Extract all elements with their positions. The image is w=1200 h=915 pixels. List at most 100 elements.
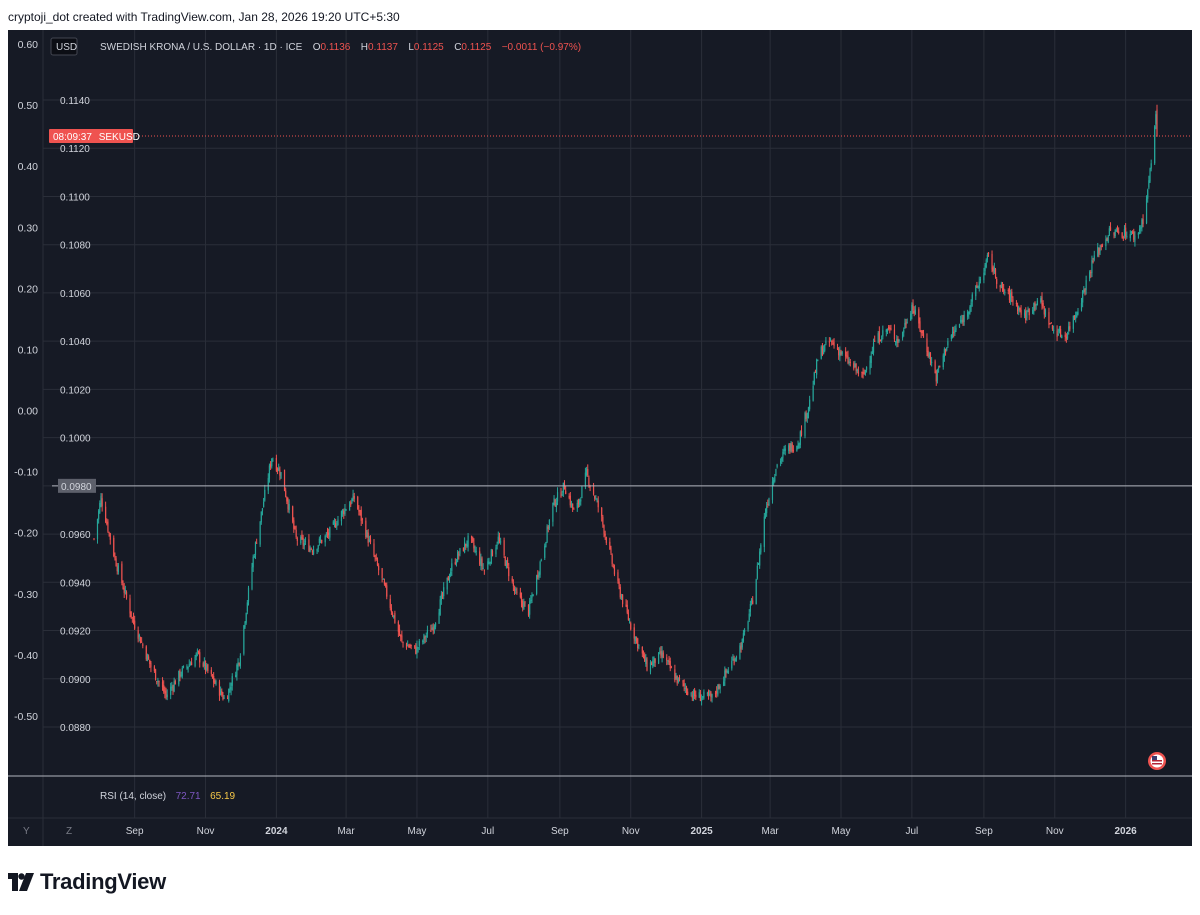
candle-body [472, 537, 474, 542]
candle-body [296, 538, 298, 541]
candle-body [587, 469, 589, 476]
candle-body [1053, 329, 1055, 331]
left-axis-tick-label: 0.60 [18, 39, 39, 51]
left-axis-tick-label: 0.30 [18, 222, 39, 234]
candle-body [740, 646, 742, 650]
candle-body [309, 547, 311, 552]
candle-body [734, 658, 736, 662]
price-tick-label: 0.1140 [60, 96, 90, 107]
candle-body [375, 557, 377, 559]
left-axis-tick-label: -0.50 [14, 711, 38, 723]
candle-body [336, 525, 338, 527]
candle-body [947, 341, 949, 346]
countdown-text: 08:09:37 [53, 132, 92, 143]
candle-body [577, 500, 580, 505]
candle-body [425, 635, 427, 638]
us-flag-icon[interactable] [1148, 752, 1166, 770]
candle-body [426, 629, 429, 634]
timeframe-button-z[interactable]: Z [66, 826, 72, 837]
candle-body [187, 666, 189, 669]
candle-body [633, 627, 635, 639]
candle-body [333, 521, 336, 523]
candle-body [942, 355, 944, 368]
candle-body [321, 539, 323, 544]
candle-body [304, 540, 307, 542]
currency-badge[interactable] [50, 37, 78, 56]
candle-body [497, 536, 499, 544]
candle-body [480, 558, 482, 567]
candle-body [498, 538, 501, 541]
candle-body [206, 664, 208, 670]
candle-body [609, 541, 611, 549]
candle-body [222, 694, 224, 700]
candle-body [173, 681, 175, 692]
candle-body [487, 561, 489, 570]
candle-body [585, 469, 588, 476]
candle-body [706, 693, 709, 695]
candle-body [752, 600, 754, 605]
candle-body [881, 338, 883, 342]
price-tick-label: 0.0920 [60, 627, 91, 638]
candle-body [531, 596, 533, 598]
candle-body [253, 556, 255, 558]
candle-body [117, 565, 119, 572]
candle-body [847, 355, 849, 364]
candle-body [968, 311, 970, 314]
candle-body [132, 615, 135, 622]
candle-body [1027, 310, 1029, 312]
candle-body [903, 330, 905, 333]
candle-body [329, 527, 331, 538]
candle-body [944, 349, 947, 353]
candle-body [267, 478, 269, 491]
candle-body [898, 340, 900, 342]
candle-body [976, 284, 978, 288]
candle-body [123, 587, 125, 593]
tradingview-brand[interactable]: TradingView [8, 868, 166, 896]
candle-body [1122, 237, 1124, 239]
candle-body [699, 694, 702, 701]
candle-body [100, 496, 102, 505]
candle-body [569, 495, 571, 506]
chart-svg[interactable]: 0.60 0.50 0.40 0.30 0.20 0.10 0.00 -0.10 -0.20 -0… [8, 30, 1192, 846]
candle-body [115, 558, 117, 567]
candle-body [555, 502, 557, 508]
candle-body [986, 255, 988, 260]
rsi-legend[interactable]: RSI (14, close) 72.71 65.19 [100, 786, 236, 803]
time-tick-label: Nov [622, 826, 640, 837]
candle-body [677, 677, 679, 682]
chart-panel[interactable]: 0.60 0.50 0.40 0.30 0.20 0.10 0.00 -0.10 -0.20 -0… [8, 30, 1192, 846]
candle-body [536, 575, 538, 594]
candle-body [690, 693, 692, 695]
candle-body [312, 549, 315, 555]
candle-body [475, 550, 477, 552]
candle-body [114, 556, 116, 558]
candle-body [806, 413, 808, 419]
candle-body [325, 533, 327, 535]
candle-body [156, 681, 158, 683]
candle-body [678, 678, 681, 680]
symbol-tag-text: SEKUSD [99, 132, 140, 143]
candle-body [194, 656, 196, 667]
candle-body [1064, 334, 1066, 337]
price-tick-label: 0.1100 [60, 192, 90, 203]
candle-body [210, 669, 212, 674]
candle-body [955, 327, 957, 330]
candle-body [130, 611, 132, 617]
candle-body [726, 670, 728, 672]
candle-body [1059, 329, 1062, 337]
candle-body [251, 567, 253, 589]
candle-body [207, 664, 209, 672]
candle-body [978, 281, 980, 289]
candle-body [709, 693, 711, 695]
candle-body [594, 495, 596, 499]
candle-body [970, 302, 972, 307]
candle-body [1073, 315, 1076, 318]
candle-body [179, 670, 181, 678]
candle-body [767, 504, 769, 506]
timeframe-button-y[interactable]: Y [23, 826, 30, 837]
candle-body [954, 330, 956, 334]
candle-body [1020, 309, 1022, 315]
candle-body [1072, 315, 1074, 329]
candle-body [895, 341, 897, 343]
chart-header: SWEDISH KRONA / U.S. DOLLAR · 1D · ICE O… [100, 37, 581, 54]
